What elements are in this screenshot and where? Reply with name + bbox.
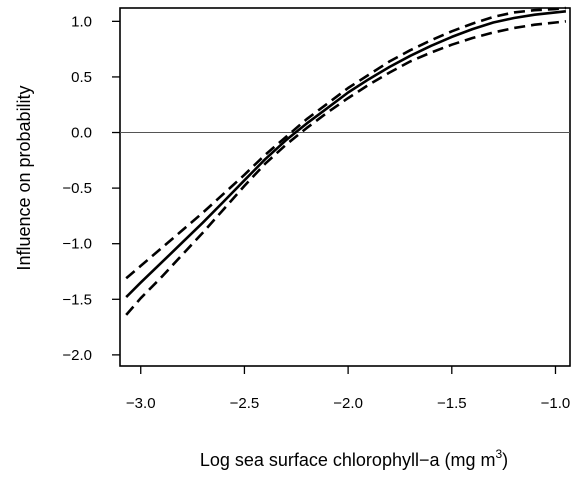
y-tick-label: 0.0 <box>71 125 92 142</box>
x-tick-label: −3.0 <box>126 395 156 412</box>
y-tick-label: −1.0 <box>62 236 92 253</box>
y-axis-title: Influence on probability <box>14 85 34 270</box>
x-axis-title-superscript: 3 <box>495 447 502 461</box>
x-axis-title: Log sea surface chlorophyll−a (mg m3) <box>200 447 508 470</box>
x-axis-title-suffix: ) <box>502 450 508 470</box>
x-axis-title-main: Log sea surface chlorophyll−a (mg m <box>200 450 496 470</box>
x-tick-label: −2.5 <box>230 395 260 412</box>
fit-line <box>125 10 567 299</box>
lower-line <box>125 20 567 316</box>
y-tick-label: −2.0 <box>62 347 92 364</box>
y-tick-label: −1.5 <box>62 291 92 308</box>
x-tick-label: −2.0 <box>333 395 363 412</box>
plot-area <box>119 7 571 367</box>
y-tick-label: −0.5 <box>62 180 92 197</box>
y-tick-label: 1.0 <box>71 13 92 30</box>
x-tick-label: −1.0 <box>541 395 571 412</box>
x-axis: −3.0 −2.5 −2.0 −1.5 −1.0 <box>126 366 570 412</box>
plot-frame <box>119 7 571 367</box>
x-tick-label: −1.5 <box>437 395 467 412</box>
series-layer <box>125 6 567 316</box>
y-tick-label: 0.5 <box>71 69 92 86</box>
y-axis: −2.0 −1.5 −1.0 −0.5 0.0 0.5 1.0 <box>62 13 120 364</box>
upper-line <box>125 6 567 280</box>
